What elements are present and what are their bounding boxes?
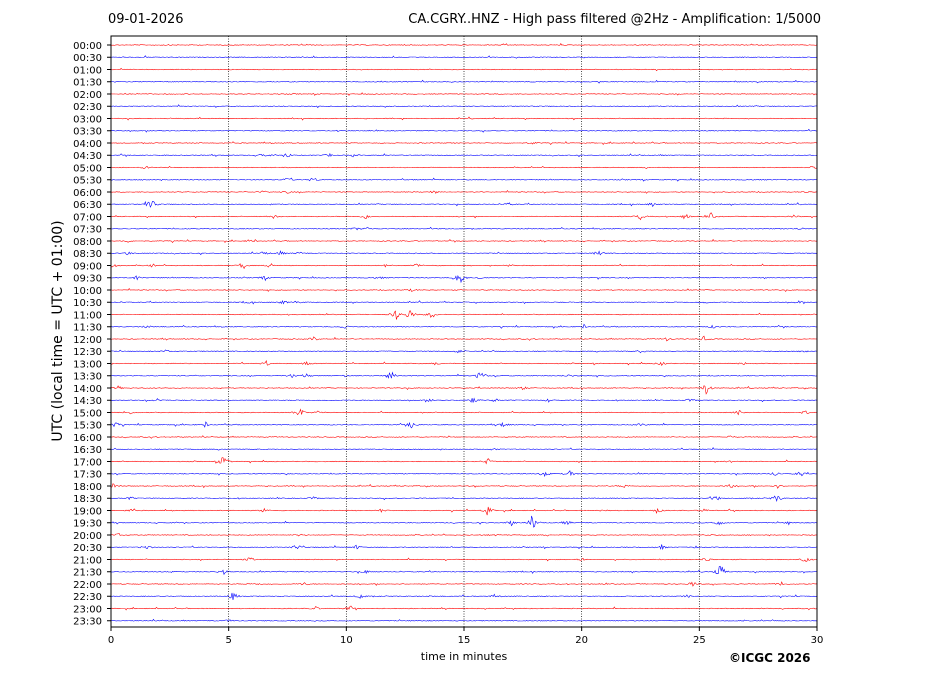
y-tick-label: 17:00 [73,457,102,468]
y-tick-label: 04:30 [73,151,102,162]
y-tick-label: 09:30 [73,274,102,285]
y-tick-label: 16:30 [73,445,102,456]
trace-1830 [110,495,818,502]
y-tick-label: 05:00 [73,163,102,174]
trace-1430 [110,397,818,403]
y-tick-label: 23:30 [73,617,102,628]
x-tick-label: 0 [108,635,114,646]
trace-1900 [110,506,818,516]
y-tick-label: 11:00 [73,310,102,321]
y-tick-label: 08:00 [73,237,102,248]
x-tick-label: 10 [340,635,353,646]
y-tick-label: 15:30 [73,421,102,432]
trace-1930 [110,515,818,528]
y-tick-label: 10:00 [73,286,102,297]
seismogram-traces [110,43,818,622]
y-tick-label: 17:30 [73,470,102,481]
y-tick-label: 13:30 [73,372,102,383]
trace-2100 [110,557,818,562]
trace-0900 [110,263,818,270]
trace-1530 [110,421,817,429]
y-tick-label: 20:30 [73,543,102,554]
date-label: 09-01-2026 [108,12,184,27]
y-tick-label: 03:30 [73,127,102,138]
trace-1330 [110,371,818,379]
trace-0400 [110,141,818,146]
trace-0000 [110,43,818,46]
x-tick-label: 25 [693,635,706,646]
y-tick-label: 00:00 [73,41,102,52]
y-tick-label: 06:30 [73,200,102,211]
y-tick-label: 16:00 [73,433,102,444]
y-tick-label: 20:00 [73,531,102,542]
trace-0030 [110,55,818,59]
y-tick-label: 18:30 [73,494,102,505]
y-tick-label: 04:00 [73,139,102,150]
y-tick-label: 13:00 [73,359,102,370]
y-tick-label: 21:30 [73,568,102,579]
y-tick-label: 11:30 [73,323,102,334]
x-axis: 0 5 10 15 20 25 30 [108,627,824,646]
y-tick-label: 07:00 [73,212,102,223]
trace-0430 [110,152,818,158]
y-axis-label: UTC (local time = UTC + 01:00) [50,220,66,441]
vertical-gridlines [228,36,700,627]
y-tick-label: 21:00 [73,555,102,566]
trace-0930 [110,274,817,284]
y-tick-label: 07:30 [73,225,102,236]
trace-1500 [110,408,818,416]
y-tick-label: 02:30 [73,102,102,113]
trace-0830 [110,250,818,256]
y-tick-label: 08:30 [73,249,102,260]
y-tick-label: 23:00 [73,604,102,615]
y-tick-label: 02:00 [73,90,102,101]
y-tick-label: 18:00 [73,482,102,493]
y-tick-label: 06:00 [73,188,102,199]
y-tick-label: 01:00 [73,65,102,76]
x-tick-label: 30 [811,635,824,646]
trace-0330 [110,128,818,133]
y-tick-label: 09:00 [73,261,102,272]
trace-2130 [110,565,817,576]
y-tick-label: 00:30 [73,53,102,64]
y-tick-label: 14:30 [73,396,102,407]
y-tick-label: 01:30 [73,78,102,89]
y-tick-label: 10:30 [73,298,102,309]
x-tick-label: 20 [575,635,588,646]
trace-0500 [110,165,818,169]
trace-1000 [111,287,818,293]
trace-1100 [110,310,818,320]
y-tick-label: 19:00 [73,506,102,517]
x-tick-label: 15 [458,635,471,646]
y-tick-label: 22:30 [73,592,102,603]
x-tick-label: 5 [225,635,231,646]
copyright-label: ©ICGC 2026 [729,651,811,665]
y-tick-label: 15:00 [73,408,102,419]
trace-2000 [111,532,818,537]
chart-title: CA.CGRY..HNZ - High pass filtered @2Hz -… [408,12,821,27]
y-tick-label: 14:00 [73,384,102,395]
x-axis-label: time in minutes [421,650,508,663]
y-tick-label: 19:30 [73,519,102,530]
trace-1600 [110,435,818,439]
trace-2330 [111,618,818,622]
y-tick-label: 12:30 [73,347,102,358]
trace-1400 [110,385,818,395]
y-tick-label: 05:30 [73,176,102,187]
y-tick-label: 03:00 [73,114,102,125]
y-tick-label: 12:00 [73,335,102,346]
y-tick-label: 22:00 [73,580,102,591]
